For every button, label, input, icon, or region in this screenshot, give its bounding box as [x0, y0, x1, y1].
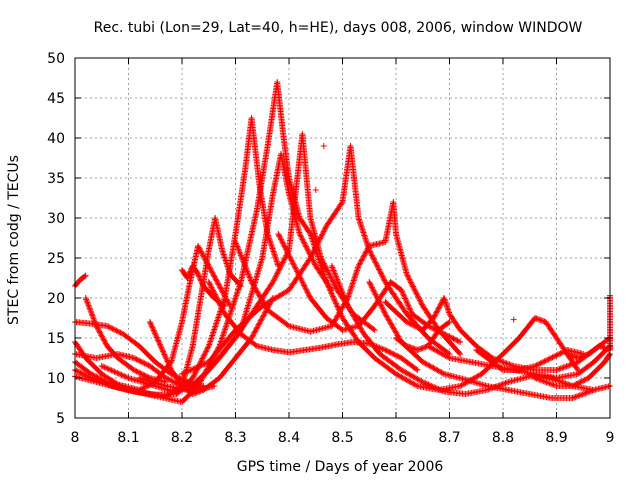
y-tick-label: 5 [56, 411, 65, 427]
axis-ticks: 8 8.1 8.2 8.3 8.4 8.5 8.6 8.7 8.8 8.9 9 5 10 15 20 25 30… [47, 51, 614, 446]
series-arc-20 [82, 295, 169, 385]
series-arc-4 [72, 115, 282, 398]
series-arc-isolated [312, 143, 517, 323]
series-markers [146, 295, 276, 397]
y-tick-label: 15 [47, 331, 65, 347]
series-arc-12 [307, 231, 581, 393]
series-arc-9 [205, 279, 421, 373]
series-markers [393, 319, 453, 353]
y-axis-title: STEC from codg / TECUs [6, 155, 22, 325]
x-tick-label: 8.1 [117, 430, 139, 446]
series-markers [382, 295, 613, 373]
series-arc-21 [146, 295, 276, 397]
series-markers [307, 231, 581, 393]
series-markers [312, 143, 517, 323]
y-tick-label: 30 [47, 211, 65, 227]
series-arc-15 [382, 295, 613, 373]
y-tick-label: 50 [47, 51, 65, 67]
y-tick-label: 45 [47, 91, 65, 107]
y-tick-label: 20 [47, 291, 65, 307]
series-arc-23 [393, 319, 453, 353]
y-tick-label: 10 [47, 371, 65, 387]
x-tick-label: 8.9 [545, 430, 567, 446]
series-markers [179, 263, 228, 309]
series-arc-7 [136, 131, 378, 393]
x-axis-title: GPS time / Days of year 2006 [237, 459, 444, 475]
series-arc-10 [232, 199, 464, 357]
series-markers [232, 199, 464, 357]
series-markers [82, 295, 169, 385]
x-tick-label: 8 [71, 430, 80, 446]
x-tick-label: 8.5 [331, 430, 353, 446]
series-markers [136, 131, 378, 393]
series-arc-11 [275, 231, 464, 345]
x-tick-label: 8.7 [438, 430, 460, 446]
series-markers [275, 231, 464, 345]
series-arc-17 [532, 351, 613, 389]
y-tick-label: 35 [47, 171, 65, 187]
x-tick-label: 9 [606, 430, 615, 446]
series-markers [328, 263, 597, 397]
series-arc-25 [473, 347, 587, 373]
y-tick-label: 25 [47, 251, 65, 267]
chart-title: Rec. tubi (Lon=29, Lat=40, h=HE), days 0… [94, 20, 583, 36]
series-markers [72, 115, 282, 398]
x-tick-label: 8.2 [171, 430, 193, 446]
series-arc-22 [179, 263, 228, 309]
x-tick-label: 8.8 [492, 430, 514, 446]
series-arc-13 [328, 263, 597, 397]
x-tick-label: 8.3 [224, 430, 246, 446]
series-markers [205, 279, 421, 373]
data-points [72, 79, 613, 405]
x-tick-label: 8.6 [385, 430, 407, 446]
series-markers [473, 347, 587, 373]
x-tick-label: 8.4 [278, 430, 300, 446]
series-markers [532, 351, 613, 389]
y-tick-label: 40 [47, 131, 65, 147]
